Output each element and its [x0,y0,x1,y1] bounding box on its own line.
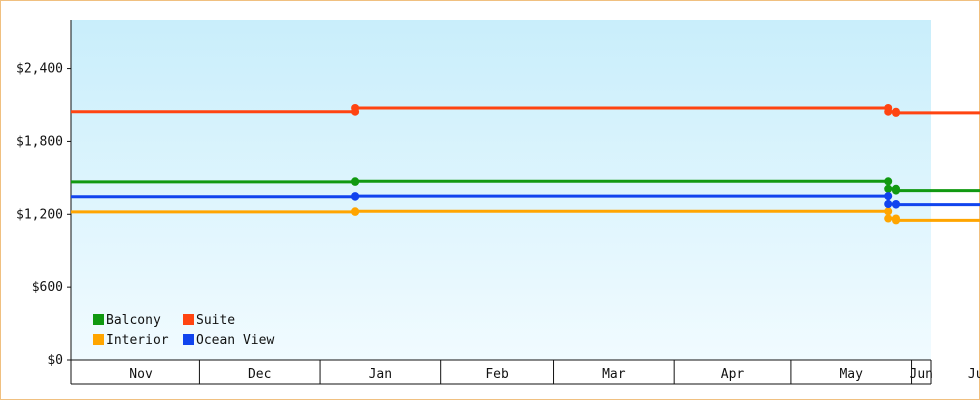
data-point [884,207,893,216]
y-tick-label: $2,400 [16,62,63,77]
data-point [884,177,893,186]
x-month-label: Jun [910,367,933,382]
x-month-label: Jan [369,367,392,382]
y-tick-label: $0 [47,353,63,368]
plot-area [71,20,931,360]
data-point [351,207,360,216]
x-month-label: Mar [602,367,626,382]
y-tick-label: $1,800 [16,134,63,149]
data-point [351,177,360,186]
y-axis: $0 $600 $1,200 $1,800 $2,400 [16,20,72,368]
data-point [892,214,900,223]
legend-swatch [183,314,194,325]
x-month-label: Apr [721,367,745,382]
data-point [884,192,893,201]
series-suite [71,104,980,117]
series-layer [71,104,980,225]
legend-label: Balcony [106,313,161,328]
data-point [892,200,900,208]
series-balcony [71,177,980,195]
legend-swatch [93,334,104,345]
legend: Balcony Suite Interior Ocean View [93,313,274,348]
data-point [884,184,893,193]
data-point [351,192,360,201]
y-tick-label: $600 [32,280,63,295]
data-point [884,200,893,208]
x-month-label: Nov [129,367,153,382]
x-month-label: Jul [968,367,980,382]
x-month-label: May [839,367,863,382]
data-point [892,107,900,116]
legend-label: Ocean View [196,333,274,348]
series-interior [71,207,980,225]
data-point [884,214,893,223]
x-month-label: Feb [485,367,509,382]
x-month-label: Dec [248,367,271,382]
legend-label: Interior [106,333,169,348]
data-point [884,104,893,112]
data-point [892,184,900,193]
y-tick-label: $1,200 [16,207,63,222]
legend-swatch [183,334,194,345]
series-ocean-view [71,192,980,209]
data-point [351,107,360,116]
legend-label: Suite [196,313,235,328]
legend-swatch [93,314,104,325]
x-axis: NovDecJanFebMarAprMayJunJulAugSepOctNovD… [70,359,980,385]
